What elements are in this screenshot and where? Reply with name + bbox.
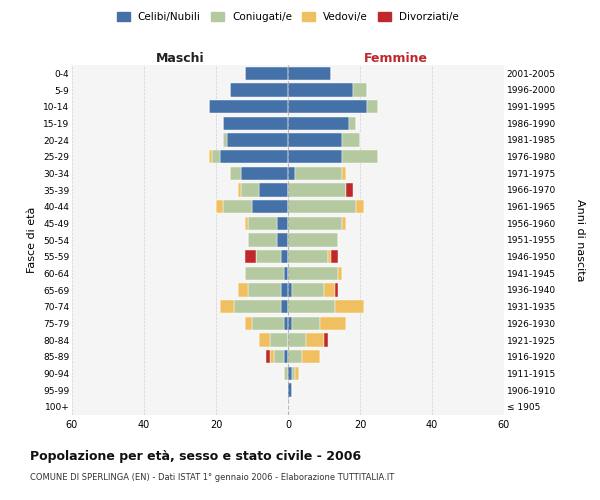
Bar <box>349 116 356 130</box>
Bar <box>216 200 223 213</box>
Bar <box>335 284 338 296</box>
Text: Popolazione per età, sesso e stato civile - 2006: Popolazione per età, sesso e stato civil… <box>30 450 361 463</box>
Bar <box>274 350 284 364</box>
Bar <box>324 334 328 346</box>
Bar <box>266 350 270 364</box>
Bar <box>223 200 252 213</box>
Bar <box>209 150 212 164</box>
Bar <box>284 266 288 280</box>
Bar <box>259 184 288 196</box>
Bar <box>238 184 241 196</box>
Bar <box>252 316 284 330</box>
Bar <box>245 250 256 264</box>
Bar <box>288 166 295 180</box>
Bar <box>238 284 248 296</box>
Bar <box>320 316 346 330</box>
Bar <box>241 184 259 196</box>
Bar <box>270 350 274 364</box>
Bar <box>346 184 353 196</box>
Bar <box>256 250 281 264</box>
Bar <box>288 150 342 164</box>
Bar <box>227 134 288 146</box>
Bar <box>331 250 338 264</box>
Bar <box>288 384 292 396</box>
Bar <box>292 316 320 330</box>
Bar <box>209 100 288 114</box>
Bar <box>328 250 331 264</box>
Bar <box>288 216 342 230</box>
Bar <box>288 266 338 280</box>
Bar <box>223 134 227 146</box>
Bar <box>212 150 220 164</box>
Bar <box>342 166 346 180</box>
Bar <box>281 300 288 314</box>
Y-axis label: Anni di nascita: Anni di nascita <box>575 198 586 281</box>
Bar <box>223 116 288 130</box>
Text: Maschi: Maschi <box>155 52 205 65</box>
Bar <box>288 366 292 380</box>
Text: Femmine: Femmine <box>364 52 428 65</box>
Bar <box>284 366 288 380</box>
Bar <box>288 284 292 296</box>
Bar <box>292 284 324 296</box>
Bar <box>342 216 346 230</box>
Bar <box>353 84 367 96</box>
Bar <box>220 150 288 164</box>
Bar <box>284 350 288 364</box>
Bar <box>277 216 288 230</box>
Bar <box>288 334 306 346</box>
Bar <box>281 250 288 264</box>
Bar <box>220 300 234 314</box>
Bar <box>248 284 281 296</box>
Bar <box>306 334 324 346</box>
Bar <box>248 234 277 246</box>
Bar <box>234 300 281 314</box>
Bar <box>295 166 342 180</box>
Legend: Celibi/Nubili, Coniugati/e, Vedovi/e, Divorziati/e: Celibi/Nubili, Coniugati/e, Vedovi/e, Di… <box>113 8 463 26</box>
Bar <box>230 166 241 180</box>
Bar <box>335 300 364 314</box>
Bar <box>338 266 342 280</box>
Text: COMUNE DI SPERLINGA (EN) - Dati ISTAT 1° gennaio 2006 - Elaborazione TUTTITALIA.: COMUNE DI SPERLINGA (EN) - Dati ISTAT 1°… <box>30 472 394 482</box>
Bar <box>245 66 288 80</box>
Bar <box>288 200 356 213</box>
Bar <box>277 234 288 246</box>
Bar <box>245 216 248 230</box>
Bar <box>288 134 342 146</box>
Bar <box>245 266 284 280</box>
Bar <box>281 284 288 296</box>
Bar <box>288 300 335 314</box>
Bar <box>302 350 320 364</box>
Bar <box>288 116 349 130</box>
Bar <box>252 200 288 213</box>
Bar <box>248 216 277 230</box>
Bar <box>367 100 378 114</box>
Bar <box>288 316 292 330</box>
Bar <box>259 334 270 346</box>
Bar <box>288 350 302 364</box>
Bar <box>230 84 288 96</box>
Bar <box>288 250 328 264</box>
Bar <box>292 366 295 380</box>
Bar <box>245 316 252 330</box>
Bar <box>324 284 335 296</box>
Bar <box>288 234 338 246</box>
Bar <box>270 334 288 346</box>
Bar <box>288 184 346 196</box>
Bar <box>288 100 367 114</box>
Bar <box>284 316 288 330</box>
Bar <box>241 166 288 180</box>
Bar <box>342 150 378 164</box>
Bar <box>342 134 360 146</box>
Bar <box>288 66 331 80</box>
Bar <box>356 200 364 213</box>
Y-axis label: Fasce di età: Fasce di età <box>28 207 37 273</box>
Bar <box>295 366 299 380</box>
Bar <box>288 84 353 96</box>
